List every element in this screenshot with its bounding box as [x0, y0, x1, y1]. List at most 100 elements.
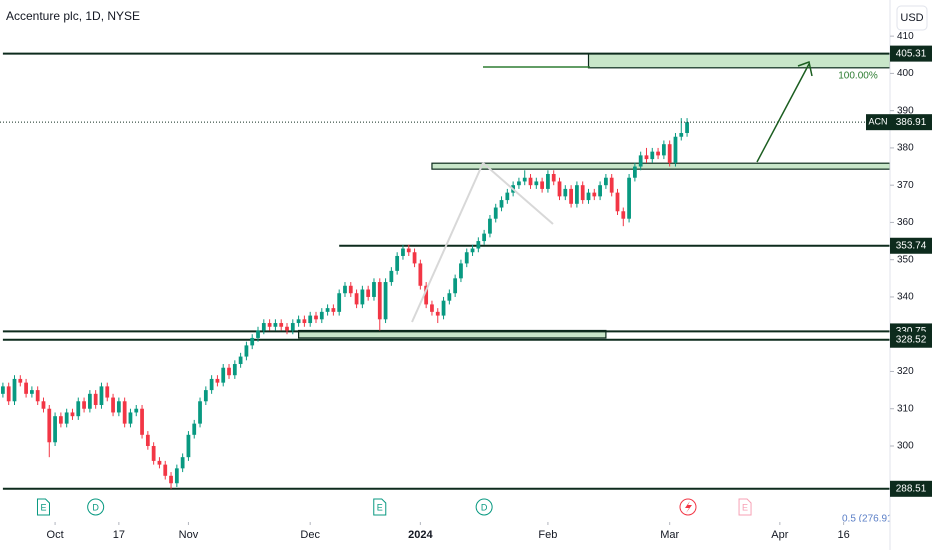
candle-body	[296, 319, 301, 324]
candle-body	[638, 155, 643, 167]
event-icon[interactable]: D	[475, 498, 493, 516]
axis-labels: 300310320330340350360370380390400410Oct1…	[47, 31, 932, 541]
y-tick-label: 360	[897, 217, 914, 228]
candle-body	[290, 323, 295, 331]
candle-body	[93, 393, 98, 406]
candle-body	[505, 192, 510, 201]
candle-body	[145, 434, 150, 446]
y-tick-label: 310	[897, 403, 914, 414]
candle-body	[1, 386, 5, 394]
candle-body	[482, 233, 487, 242]
candle-body	[151, 445, 156, 461]
zone	[587, 53, 891, 69]
candle-body	[163, 464, 168, 476]
y-tick-label: 350	[897, 254, 914, 265]
candle-body	[279, 323, 284, 327]
candle-body	[627, 177, 631, 219]
annotation: 100.00%	[838, 71, 878, 82]
x-tick-label: Mar	[660, 529, 679, 541]
event-icon[interactable]: E	[738, 498, 752, 516]
price-axis	[890, 0, 932, 550]
candle-body	[53, 416, 57, 443]
event-label: E	[377, 502, 383, 512]
flash-icon	[685, 501, 692, 513]
last-price-label: 386.91	[896, 117, 927, 128]
candle-body	[238, 356, 243, 365]
candle-body	[111, 397, 115, 413]
level-label: 405.31	[896, 48, 927, 59]
arrow	[756, 63, 810, 163]
candle-body	[435, 311, 440, 316]
currency-button[interactable]	[896, 5, 928, 31]
x-tick-label: 16	[837, 529, 849, 541]
time-axis	[0, 522, 890, 550]
candle-body	[267, 323, 272, 327]
candle-body	[522, 177, 527, 182]
candle-body	[24, 382, 28, 394]
candle-body	[35, 390, 40, 402]
candle-body	[673, 136, 678, 163]
candle-body	[499, 200, 504, 208]
candle-body	[557, 181, 562, 197]
candle-body	[99, 386, 104, 406]
candle-body	[598, 185, 602, 197]
level-tag	[890, 331, 932, 348]
annotation: 0.5 (276.91)	[842, 514, 896, 525]
x-tick-label: 2024	[408, 529, 433, 541]
candle-body	[122, 401, 127, 424]
event-icon[interactable]: E	[36, 498, 50, 516]
candle-body	[6, 386, 11, 402]
candle-body	[685, 122, 689, 134]
y-tick-label: 320	[897, 366, 914, 377]
candle-body	[82, 401, 86, 409]
candle-body	[546, 174, 550, 189]
candle-body	[227, 367, 231, 376]
candle-body	[389, 270, 394, 283]
x-tick-label: Apr	[771, 529, 788, 541]
candle-body	[64, 412, 69, 424]
currency[interactable]: USD	[900, 12, 923, 24]
candle-body	[232, 364, 237, 376]
candle-body	[140, 408, 144, 435]
chart-title: Accenture plc, 1D, NYSE	[6, 9, 140, 23]
candle-body	[203, 390, 208, 402]
candle-body	[534, 181, 539, 186]
candle-body	[493, 207, 498, 219]
x-tick-label: Feb	[538, 529, 557, 541]
event-badge	[87, 498, 105, 516]
candle-body	[412, 252, 417, 264]
candle-body	[319, 311, 324, 320]
event-icon[interactable]: D	[87, 498, 105, 516]
event-icon[interactable]: E	[373, 498, 387, 516]
y-tick-label: 370	[897, 180, 914, 191]
candle-body	[198, 401, 202, 424]
candle-body	[250, 337, 255, 346]
candle-body	[476, 241, 481, 249]
candle-body	[157, 460, 162, 465]
level-tag	[890, 45, 932, 62]
event-label: E	[40, 502, 46, 512]
candle-body	[383, 282, 388, 320]
candle-body	[621, 211, 626, 219]
candle-body	[12, 378, 17, 402]
level-label: 288.51	[896, 483, 927, 494]
candle-body	[609, 177, 614, 193]
candle-body	[366, 289, 371, 297]
candle-body	[348, 285, 353, 294]
candle-body	[192, 423, 197, 435]
candle-body	[424, 285, 429, 305]
y-tick-label: 400	[897, 68, 914, 79]
candle-body	[70, 412, 75, 417]
event-badge	[475, 498, 493, 516]
candle-body	[314, 315, 318, 320]
candle-body	[372, 282, 376, 297]
candle-body	[661, 144, 666, 156]
event-label: E	[742, 502, 748, 512]
candle-body	[604, 177, 608, 186]
candle-body	[337, 293, 342, 312]
candle-body	[447, 293, 452, 301]
x-tick-label: Dec	[300, 529, 320, 541]
candle-body	[47, 408, 52, 443]
